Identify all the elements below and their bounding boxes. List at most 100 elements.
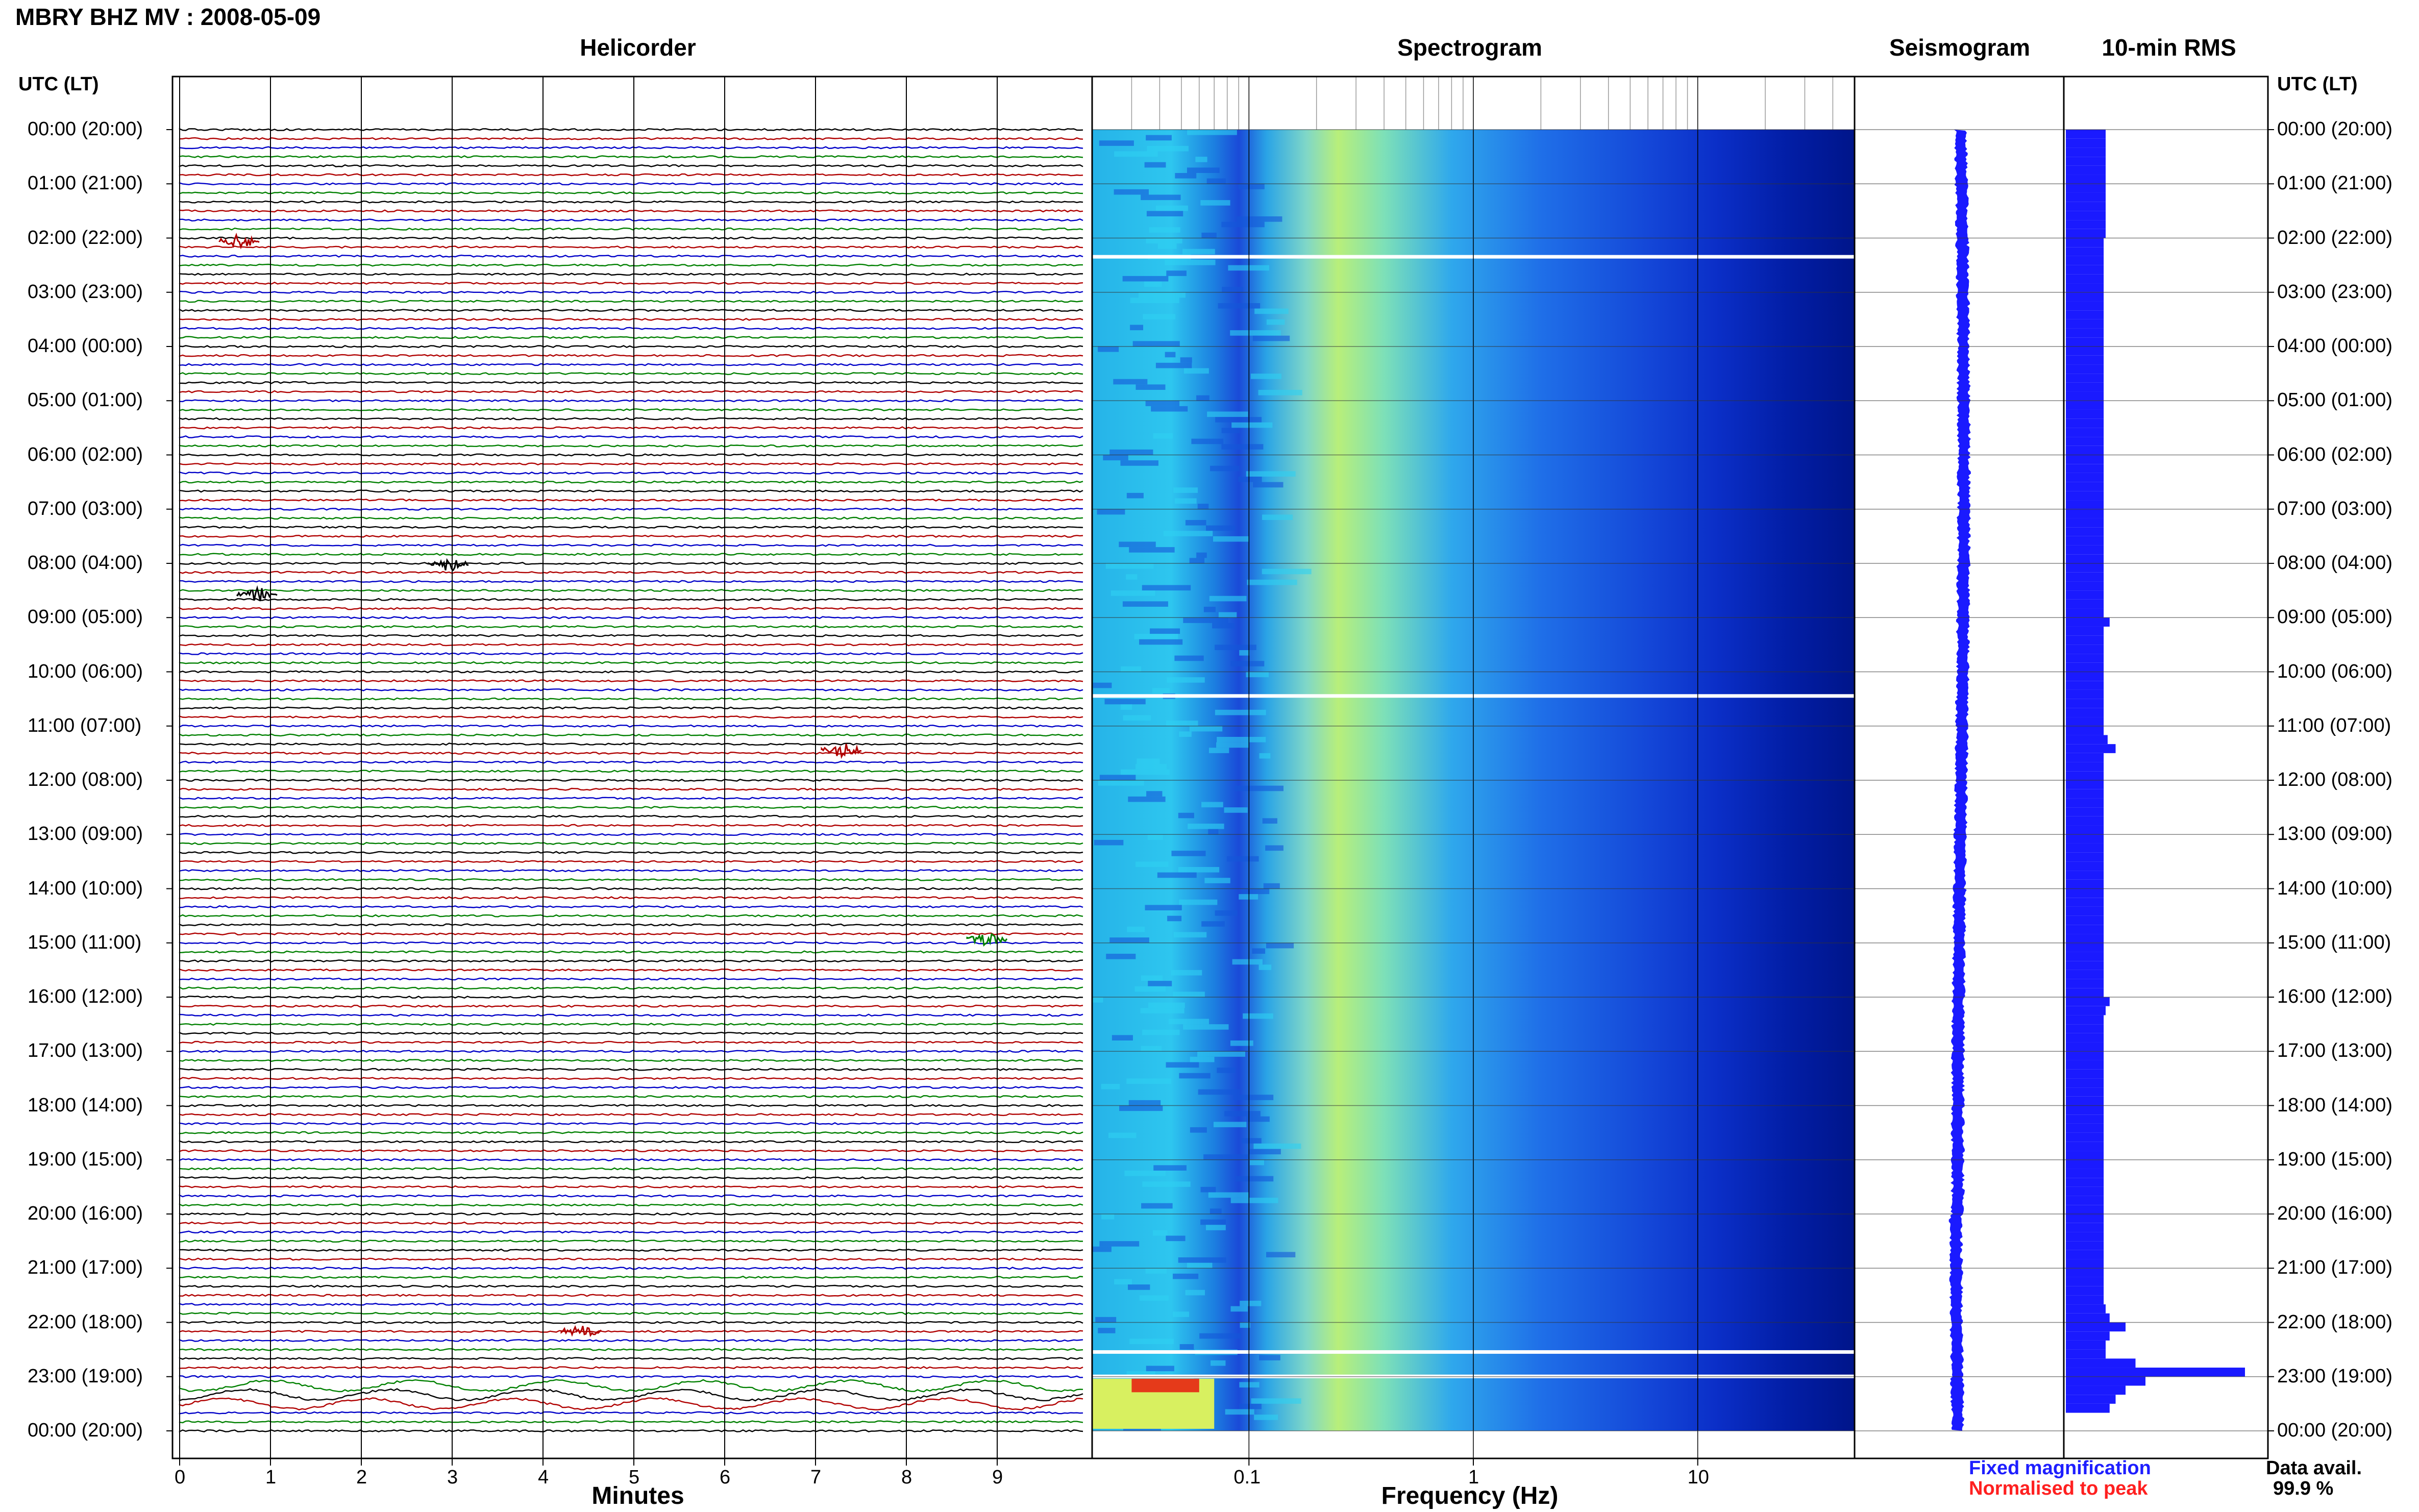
spectrogram-texture (1216, 742, 1249, 748)
spectrogram-texture (1252, 335, 1290, 341)
spectrogram-texture (1266, 943, 1294, 949)
rms-bar (2066, 1295, 2104, 1305)
helicorder-trace (179, 634, 1083, 637)
spectrogram-texture (1174, 498, 1197, 504)
spectrogram-texture (1258, 390, 1302, 395)
helicorder-trace (179, 435, 1083, 439)
spectrogram-texture (1242, 888, 1270, 895)
rms-bar (2066, 1259, 2104, 1269)
time-label-left: 07:00 (03:00) (28, 498, 143, 519)
spectrogram-texture (1144, 281, 1162, 287)
rms-bar (2066, 500, 2104, 509)
time-label-right: 17:00 (13:00) (2277, 1040, 2393, 1062)
spectrogram-texture (1204, 878, 1230, 883)
rms-bar (2066, 265, 2104, 275)
helicorder-trace (179, 553, 1083, 556)
spectrogram-texture (1218, 612, 1237, 618)
spectrogram-texture (1127, 926, 1145, 932)
spectrogram-texture (1185, 520, 1206, 526)
spectrogram-texture (1262, 818, 1277, 824)
spectrogram-texture (1130, 325, 1144, 331)
helicorder-trace (179, 995, 1083, 999)
spectrogram-texture (1166, 721, 1198, 726)
helicorder-trace (179, 308, 1083, 312)
time-label-left: 13:00 (09:00) (28, 823, 143, 845)
helicorder-trace (179, 1040, 1083, 1044)
helicorder-title: Helicorder (580, 34, 696, 61)
spectrogram-texture (1239, 894, 1258, 900)
time-label-right: 03:00 (23:00) (2277, 281, 2393, 303)
rms-bar (2066, 1178, 2104, 1187)
spectrogram-texture (1153, 433, 1173, 439)
rms-bar (2066, 229, 2106, 238)
helicorder-trace (179, 1031, 1083, 1035)
spectrogram-texture (1132, 341, 1180, 346)
spectrogram-texture (1198, 1089, 1240, 1095)
rms-bar (2066, 943, 2104, 952)
rms-bar (2066, 1331, 2110, 1341)
spectrogram-texture (1104, 699, 1146, 705)
time-label-right: 08:00 (04:00) (2277, 552, 2393, 574)
spectrogram-texture (1195, 157, 1207, 162)
helicorder-trace (179, 1194, 1083, 1198)
spectrogram-texture (1232, 959, 1263, 965)
seismogram-title: Seismogram (1889, 34, 2031, 61)
rms-bar (2066, 1268, 2104, 1277)
rms-bar (2066, 1304, 2106, 1313)
helicorder-trace (179, 580, 1083, 583)
spectrogram-texture (1140, 1008, 1184, 1013)
spectrogram-texture (1230, 1306, 1248, 1312)
rms-bar (2066, 1033, 2104, 1043)
spectrogram-texture (1262, 568, 1312, 575)
spectrogram-texture (1187, 167, 1220, 173)
spectrogram-texture (1126, 574, 1138, 580)
helicorder-trace (179, 715, 1083, 719)
spectrogram-texture (1200, 200, 1230, 206)
helicorder-trace (179, 607, 1083, 610)
helicorder-trace (179, 1212, 1083, 1216)
spectrogram-texture (1226, 856, 1259, 862)
spectrogram-texture (1263, 883, 1280, 889)
spectrogram-texture (1124, 1171, 1166, 1176)
spectrogram-panel (1092, 77, 1855, 1458)
legend-fixed: Fixed magnification (1969, 1457, 2151, 1479)
spectrogram-hotspot-peak (1131, 1378, 1199, 1393)
spectrogram-texture (1182, 249, 1215, 255)
helicorder-trace (179, 1068, 1083, 1071)
spectrogram-texture (1146, 1366, 1174, 1372)
spectrogram-texture (1266, 1252, 1296, 1257)
rms-bar (2066, 771, 2104, 780)
helicorder-trace (179, 1104, 1083, 1107)
rms-bar (2066, 1006, 2106, 1015)
helicorder-trace (179, 164, 1083, 167)
spectrogram-texture (1114, 151, 1158, 157)
helicorder-trace (179, 209, 1083, 213)
helicorder-trace (179, 453, 1083, 457)
spectrogram-texture (1142, 1181, 1191, 1187)
helicorder-trace (179, 1348, 1083, 1351)
spectrogram-texture (1230, 1198, 1278, 1203)
helicorder-trace (179, 986, 1083, 990)
helicorder-trace (179, 1248, 1083, 1252)
spectrogram-texture (1179, 1344, 1194, 1350)
helicorder-trace (179, 245, 1083, 249)
spectrogram-texture (1246, 471, 1296, 477)
spectrogram-texture (1166, 270, 1187, 276)
helicorder-trace (179, 354, 1083, 357)
rms-bar (2066, 789, 2104, 799)
helicorder-event (560, 1325, 602, 1337)
helicorder-trace (179, 950, 1083, 954)
spectrogram-texture (1217, 1068, 1236, 1073)
helicorder-trace (179, 589, 1083, 592)
spectrogram-texture (1155, 205, 1188, 211)
spectrogram-texture (1134, 986, 1166, 992)
spectrogram-texture (1092, 997, 1103, 1003)
spectrogram-texture (1128, 796, 1166, 802)
spectrogram-texture (1098, 346, 1119, 352)
time-label-left: 17:00 (13:00) (28, 1040, 143, 1062)
rms-bar (2066, 915, 2104, 925)
helicorder-trace (179, 1303, 1083, 1306)
rms-bar (2066, 1232, 2104, 1242)
rms-bar (2066, 861, 2104, 871)
